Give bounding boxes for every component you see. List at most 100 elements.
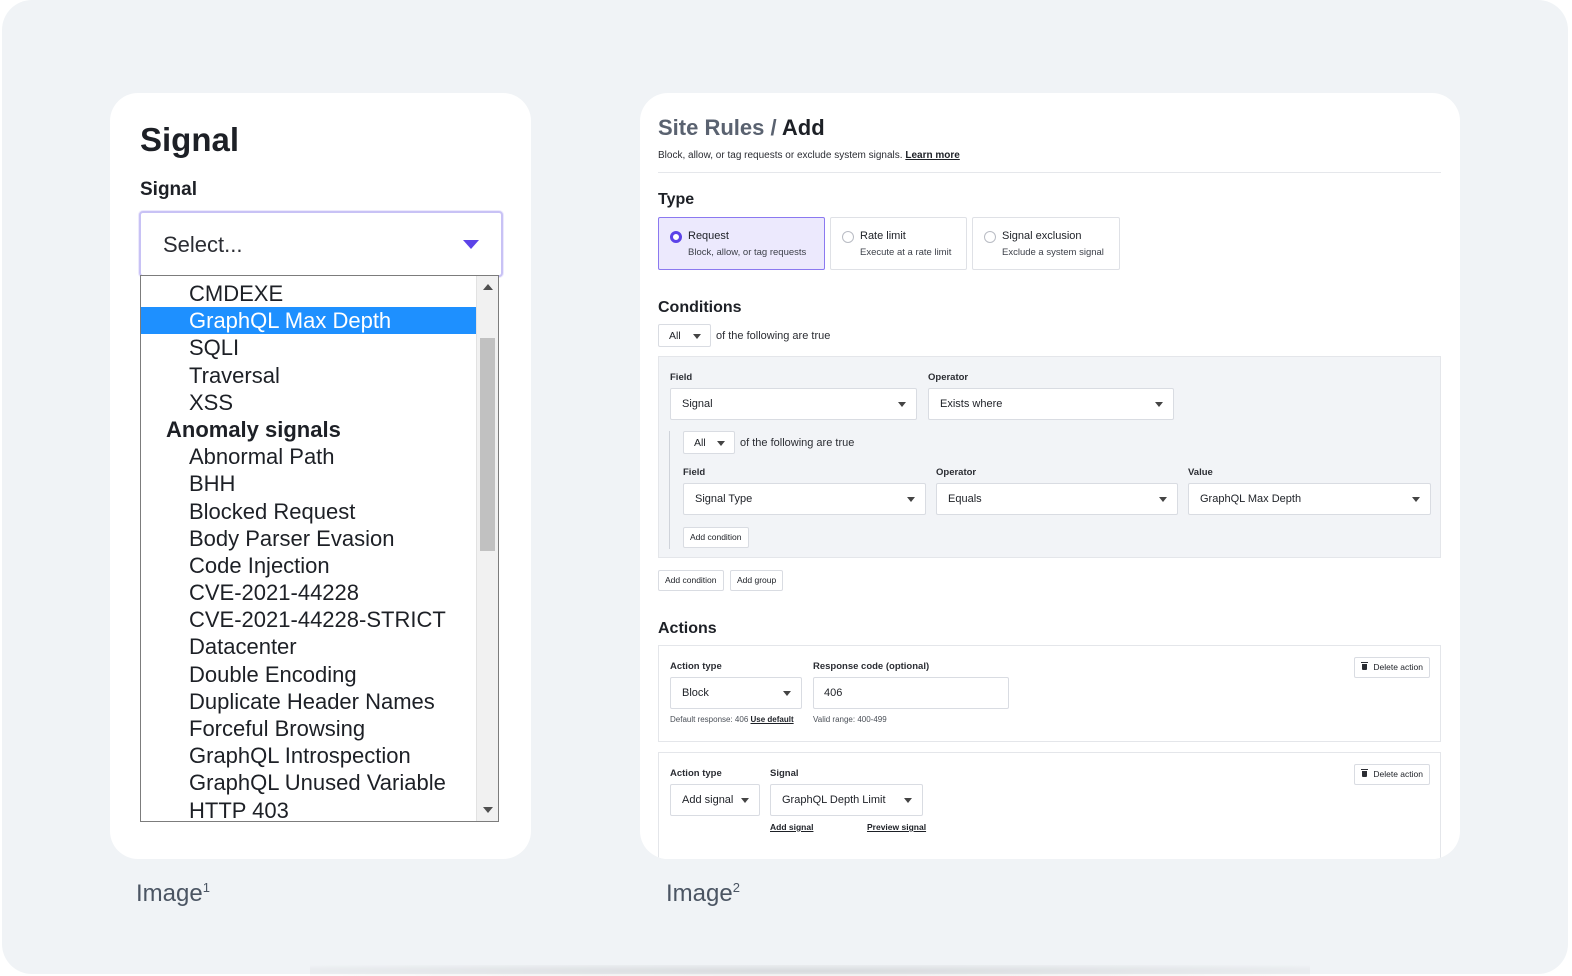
add-group-button[interactable]: Add group bbox=[730, 570, 784, 591]
signal-option[interactable]: XSS bbox=[189, 389, 234, 415]
signal-select-placeholder: Select... bbox=[163, 232, 243, 257]
operator-select-value: Exists where bbox=[940, 398, 1003, 410]
option-group-header: Anomaly signals bbox=[166, 416, 341, 442]
add-condition-button[interactable]: Add condition bbox=[658, 570, 724, 591]
signal-option[interactable]: HTTP 403 bbox=[189, 797, 289, 822]
card-heading: Signal bbox=[140, 121, 240, 158]
default-response-hint: Default response: 406 Use default bbox=[670, 715, 794, 724]
caption-text: Image bbox=[666, 880, 733, 907]
nested-value-select[interactable]: GraphQL Max Depth bbox=[1188, 483, 1431, 515]
signal-option[interactable]: Traversal bbox=[189, 362, 280, 388]
signal-option[interactable]: CVE-2021-44228-STRICT bbox=[189, 607, 446, 633]
signal-field-label: Signal bbox=[140, 179, 198, 200]
trash-icon bbox=[1361, 769, 1369, 777]
match-select-value: All bbox=[694, 437, 706, 449]
radio-request[interactable] bbox=[670, 231, 682, 243]
action-type-value: Block bbox=[682, 687, 709, 699]
signal-option[interactable]: Blocked Request bbox=[189, 498, 356, 524]
chevron-down-icon bbox=[1159, 497, 1167, 502]
signal-option[interactable]: BHH bbox=[189, 471, 236, 497]
nested-match-select[interactable]: All bbox=[683, 431, 735, 454]
delete-action-button[interactable]: Delete action bbox=[1354, 657, 1430, 678]
nested-operator-select[interactable]: Equals bbox=[936, 483, 1178, 515]
chevron-down-icon bbox=[783, 691, 791, 696]
signal-option[interactable]: CVE-2021-44228 bbox=[189, 580, 360, 606]
learn-more-link[interactable]: Learn more bbox=[905, 150, 960, 161]
signal-select[interactable]: GraphQL Depth Limit bbox=[770, 784, 923, 816]
nested-field-select[interactable]: Signal Type bbox=[683, 483, 926, 515]
divider bbox=[658, 172, 1441, 173]
scrollbar[interactable] bbox=[476, 276, 498, 821]
response-code-input[interactable] bbox=[813, 677, 1009, 709]
signal-option[interactable]: Abnormal Path bbox=[189, 444, 335, 470]
nested-match-text: of the following are true bbox=[740, 437, 855, 449]
conditions-match-text: of the following are true bbox=[716, 330, 831, 342]
delete-action-button[interactable]: Delete action bbox=[1354, 764, 1430, 785]
signal-option[interactable]: Forceful Browsing bbox=[189, 716, 366, 741]
signal-option[interactable]: GraphQL Introspection bbox=[189, 743, 411, 769]
signal-option[interactable]: Body Parser Evasion bbox=[189, 525, 395, 551]
signal-option[interactable]: Datacenter bbox=[189, 634, 297, 660]
type-option-label: Signal exclusion bbox=[1002, 230, 1082, 242]
preview-signal-link[interactable]: Preview signal bbox=[867, 822, 927, 832]
operator-select[interactable]: Exists where bbox=[928, 388, 1174, 420]
add-signal-link[interactable]: Add signal bbox=[770, 822, 814, 832]
signal-option[interactable]: GraphQL Unused Variable bbox=[189, 770, 446, 796]
trash-icon bbox=[1361, 662, 1369, 670]
type-option-request[interactable]: Request Block, allow, or tag requests bbox=[658, 217, 825, 270]
use-default-link[interactable]: Use default bbox=[750, 715, 794, 724]
breadcrumb-parent[interactable]: Site Rules bbox=[658, 115, 765, 140]
signal-option[interactable]: SQLI bbox=[189, 335, 240, 361]
action-item-block: Action type Block Response code (optiona… bbox=[658, 645, 1441, 742]
nested-value-label: Value bbox=[1188, 467, 1213, 478]
signal-option[interactable]: Duplicate Header Names bbox=[189, 688, 435, 714]
nested-group-indent-line bbox=[669, 431, 670, 549]
radio-signal-exclusion[interactable] bbox=[984, 231, 996, 243]
scroll-up-arrow-icon[interactable] bbox=[483, 284, 493, 290]
page-title: Site Rules / Add bbox=[658, 115, 825, 141]
type-option-label: Rate limit bbox=[860, 230, 906, 242]
radio-rate-limit[interactable] bbox=[842, 231, 854, 243]
chevron-down-icon bbox=[1155, 402, 1163, 407]
chevron-down-icon bbox=[463, 240, 479, 249]
nested-operator-label: Operator bbox=[936, 467, 977, 478]
nested-add-condition-button[interactable]: Add condition bbox=[683, 527, 749, 548]
scrollbar-thumb[interactable] bbox=[480, 338, 495, 551]
signal-option[interactable]: Code Injection bbox=[189, 552, 330, 578]
type-option-desc: Exclude a system signal bbox=[1002, 247, 1104, 258]
response-code-label: Response code (optional) bbox=[813, 661, 930, 672]
signal-select-value: GraphQL Depth Limit bbox=[782, 794, 886, 806]
site-rules-add-card: Site Rules / Add Block, allow, or tag re… bbox=[640, 93, 1460, 859]
field-select[interactable]: Signal bbox=[670, 388, 917, 420]
conditions-match-select[interactable]: All bbox=[658, 324, 711, 347]
response-code-value[interactable] bbox=[824, 687, 994, 699]
default-response-text: Default response: 406 bbox=[670, 715, 749, 724]
signal-option[interactable]: CMDEXE bbox=[189, 281, 284, 306]
image2-caption: Image2 bbox=[666, 880, 740, 908]
delete-action-label: Delete action bbox=[1373, 662, 1423, 672]
conditions-heading: Conditions bbox=[658, 299, 742, 316]
bottom-shadow bbox=[310, 965, 1310, 976]
type-option-signal-exclusion[interactable]: Signal exclusion Exclude a system signal bbox=[972, 217, 1120, 270]
signal-options-list[interactable]: CMDEXE GraphQL Max Depth SQLI Traversal XSS A… bbox=[140, 275, 499, 822]
match-select-value: All bbox=[669, 330, 681, 342]
action-type-select[interactable]: Add signal bbox=[670, 784, 760, 816]
breadcrumb-separator: / bbox=[764, 115, 782, 140]
field-select-value: Signal Type bbox=[695, 493, 753, 505]
signal-option[interactable]: Double Encoding bbox=[189, 661, 357, 687]
signal-label: Signal bbox=[770, 768, 799, 779]
valid-range-hint: Valid range: 400-499 bbox=[813, 715, 887, 724]
chevron-down-icon bbox=[907, 497, 915, 502]
signal-options: CMDEXE GraphQL Max Depth SQLI Traversal XSS A… bbox=[141, 280, 476, 822]
type-option-rate-limit[interactable]: Rate limit Execute at a rate limit bbox=[830, 217, 967, 270]
subtitle-text: Block, allow, or tag requests or exclude… bbox=[658, 150, 903, 161]
action-type-select[interactable]: Block bbox=[670, 677, 802, 709]
type-option-label: Request bbox=[688, 230, 729, 242]
signal-option[interactable]: GraphQL Max Depth bbox=[141, 307, 476, 335]
scroll-down-arrow-icon[interactable] bbox=[483, 807, 493, 813]
actions-heading: Actions bbox=[658, 620, 717, 637]
operator-label: Operator bbox=[928, 372, 969, 383]
page-subtitle: Block, allow, or tag requests or exclude… bbox=[658, 150, 960, 161]
signal-select[interactable]: Select... bbox=[139, 211, 503, 277]
